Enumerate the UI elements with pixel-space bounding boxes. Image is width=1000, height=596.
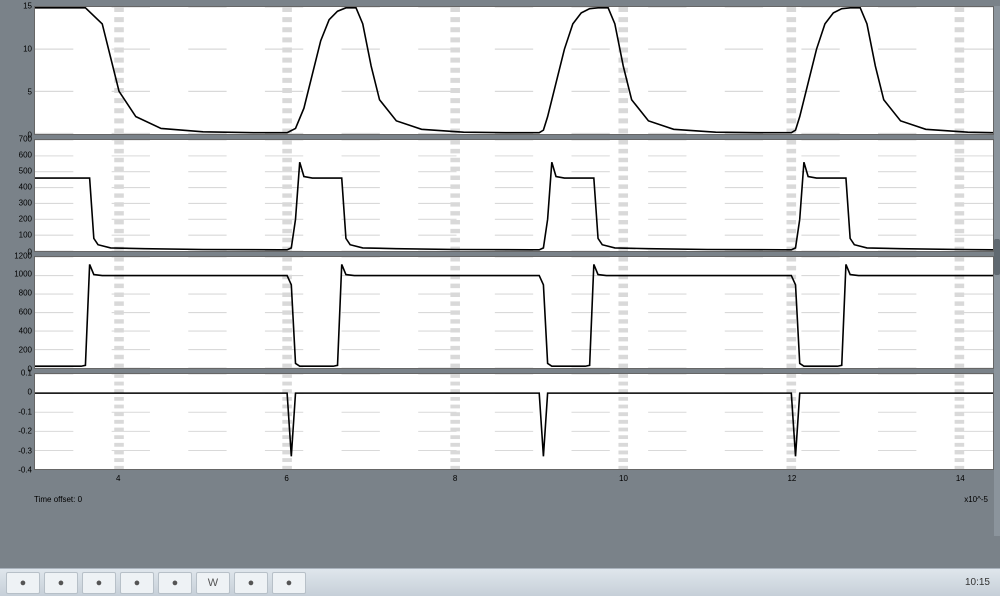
- taskbar-button-7[interactable]: ●: [234, 572, 268, 594]
- ytick-label: 400: [19, 326, 32, 335]
- ytick-label: 700: [19, 134, 32, 143]
- ytick-label: -0.3: [18, 446, 32, 455]
- scope-panel-3: 020040060080010001200: [6, 256, 994, 369]
- xtick-label: 4: [116, 474, 120, 483]
- xtick-label: 14: [956, 474, 965, 483]
- xaxis: 4 6 8 10 12 14: [6, 474, 994, 488]
- yaxis-ticks: -0.4-0.3-0.2-0.100.1: [6, 373, 34, 471]
- ytick-label: 200: [19, 215, 32, 224]
- ytick-label: -0.4: [18, 466, 32, 475]
- ytick-label: 0: [28, 388, 32, 397]
- taskbar-button-3[interactable]: ●: [82, 572, 116, 594]
- plot-area[interactable]: [34, 373, 994, 471]
- plot-area[interactable]: [34, 139, 994, 252]
- scope-panel-1: 051015: [6, 6, 994, 135]
- taskbar: ●●●●●W●● 10:15: [0, 568, 1000, 596]
- x-exponent-label: x10^-5: [964, 495, 988, 504]
- signal-trace: [35, 264, 993, 366]
- ytick-label: 600: [19, 308, 32, 317]
- taskbar-button-2[interactable]: ●: [44, 572, 78, 594]
- ytick-label: 1200: [14, 251, 32, 260]
- ytick-label: 800: [19, 289, 32, 298]
- taskbar-button-5[interactable]: ●: [158, 572, 192, 594]
- taskbar-button-1[interactable]: ●: [6, 572, 40, 594]
- ytick-label: 500: [19, 166, 32, 175]
- scope-window: 0510150100200300400500600700020040060080…: [0, 0, 1000, 568]
- plot-area[interactable]: [34, 256, 994, 369]
- ytick-label: 0.1: [21, 368, 32, 377]
- xtick-label: 10: [619, 474, 628, 483]
- taskbar-button-6[interactable]: W: [196, 572, 230, 594]
- ytick-label: 15: [23, 2, 32, 11]
- ytick-label: 100: [19, 231, 32, 240]
- scrollbar-thumb[interactable]: [994, 239, 1000, 275]
- yaxis-ticks: 0100200300400500600700: [6, 139, 34, 252]
- xtick-label: 8: [453, 474, 457, 483]
- ytick-label: 400: [19, 182, 32, 191]
- signal-trace: [35, 393, 993, 456]
- scope-panel-2: 0100200300400500600700: [6, 139, 994, 252]
- signal-trace: [35, 8, 993, 133]
- ytick-label: 300: [19, 199, 32, 208]
- ytick-label: 1000: [14, 270, 32, 279]
- ytick-label: 10: [23, 44, 32, 53]
- yaxis-ticks: 020040060080010001200: [6, 256, 34, 369]
- scope-footer: Time offset: 0 x10^-5: [6, 492, 994, 506]
- taskbar-button-8[interactable]: ●: [272, 572, 306, 594]
- ytick-label: -0.2: [18, 427, 32, 436]
- xtick-label: 6: [284, 474, 288, 483]
- xtick-label: 12: [787, 474, 796, 483]
- scope-panel-4: -0.4-0.3-0.2-0.100.1: [6, 373, 994, 471]
- signal-trace: [35, 162, 993, 250]
- ytick-label: -0.1: [18, 407, 32, 416]
- scrollbar-vertical[interactable]: [994, 6, 1000, 536]
- time-offset-label: Time offset: 0: [34, 495, 82, 504]
- ytick-label: 600: [19, 150, 32, 159]
- ytick-label: 200: [19, 345, 32, 354]
- ytick-label: 5: [28, 87, 32, 96]
- taskbar-clock: 10:15: [965, 577, 994, 588]
- yaxis-ticks: 051015: [6, 6, 34, 135]
- taskbar-button-4[interactable]: ●: [120, 572, 154, 594]
- plot-area[interactable]: [34, 6, 994, 135]
